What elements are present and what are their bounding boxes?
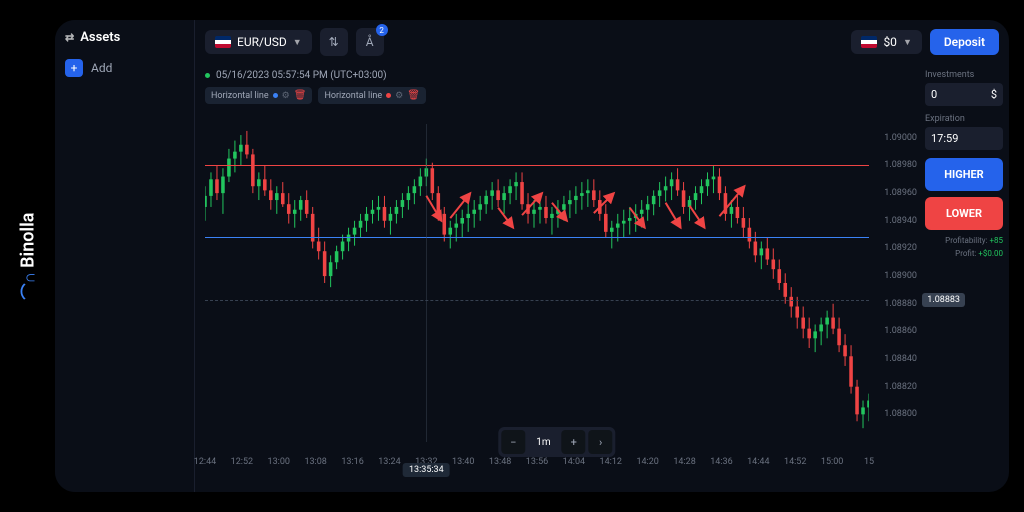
expiration-label: Expiration [925,114,1003,124]
chart-canvas[interactable]: 1.088001.088201.088401.088601.088801.089… [205,124,869,442]
tool-badge: 2 [376,24,388,36]
expiration-input[interactable]: 17:59 [925,127,1003,150]
flag-icon [215,36,231,48]
add-asset-button[interactable]: + Add [65,59,112,77]
candlestick-chart [205,124,869,442]
balance-value: $0 [883,35,897,49]
assets-icon: ⇄ [65,31,74,44]
investments-label: Investments [925,70,1003,80]
trade-panel: Investments 0$ Expiration 17:59 HIGHER L… [919,64,1009,492]
status-dot-icon [205,73,210,78]
assets-panel: ⇄ Assets + Add [55,20,195,492]
y-axis: 1.088001.088201.088401.088601.088801.089… [872,124,917,442]
profitability-info: Profitability: +85 [925,236,1003,245]
brand-logo-icon: ⌒∩ [16,272,40,300]
timeframe-label[interactable]: 1m [528,430,558,454]
pair-label: EUR/USD [237,35,287,49]
top-bar: EUR/USD ▼ ⇅ Å2 $0 ▼ Deposit [195,20,1009,64]
brand-sidebar: ⌒∩Binolla [0,0,55,512]
brand-name: ⌒∩Binolla [16,213,40,300]
x-axis: 12:4412:5213:0013:0813:1613:2413:3213:40… [205,457,869,477]
assets-title: Assets [80,30,120,45]
flag-icon [861,36,877,48]
chart-type-button[interactable]: ⇅ [320,28,348,56]
profit-info: Profit: +$0.00 [925,249,1003,258]
higher-button[interactable]: HIGHER [925,158,1003,191]
lower-button[interactable]: LOWER [925,197,1003,230]
balance-selector[interactable]: $0 ▼ [851,30,921,54]
chevron-down-icon: ▼ [293,37,302,48]
drawing-tag[interactable]: Horizontal line⚙🗑 [318,87,425,104]
next-button[interactable]: › [589,430,613,454]
add-label: Add [91,61,112,75]
chevron-down-icon: ▼ [903,37,912,48]
chart-area: 05/16/2023 05:57:54 PM (UTC+03:00) Horiz… [195,64,919,492]
drawing-tags: Horizontal line⚙🗑 Horizontal line⚙🗑 [195,87,919,104]
deposit-button[interactable]: Deposit [930,29,999,55]
drawing-tag[interactable]: Horizontal line⚙🗑 [205,87,312,104]
investments-input[interactable]: 0$ [925,83,1003,106]
timeframe-bar: − 1m + › [498,427,615,457]
pair-selector[interactable]: EUR/USD ▼ [205,30,312,54]
chart-datetime: 05/16/2023 05:57:54 PM (UTC+03:00) [195,64,919,87]
time-tooltip: 13:35:34 [403,463,450,477]
assets-header: ⇄ Assets [65,30,184,45]
drawing-tools-button[interactable]: Å2 [356,28,384,56]
zoom-out-button[interactable]: − [501,430,525,454]
plus-icon: + [65,59,83,77]
zoom-in-button[interactable]: + [562,430,586,454]
